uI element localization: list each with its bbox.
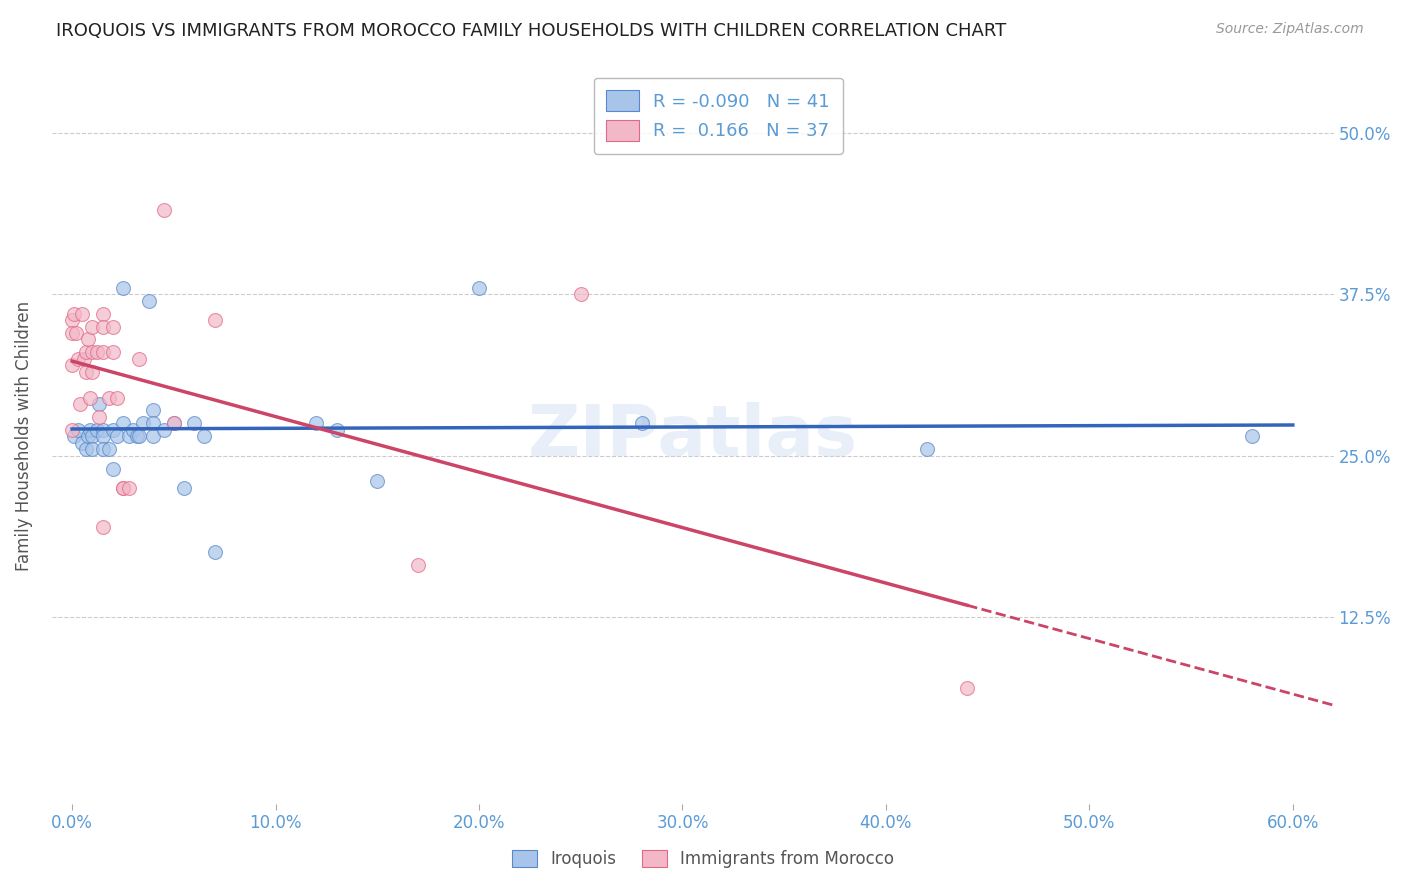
Text: IROQUOIS VS IMMIGRANTS FROM MOROCCO FAMILY HOUSEHOLDS WITH CHILDREN CORRELATION : IROQUOIS VS IMMIGRANTS FROM MOROCCO FAMI…: [56, 22, 1007, 40]
Point: [132, 417, 155, 431]
Point: [60, 423, 83, 437]
Point: [86, 345, 108, 359]
Point: [915, 442, 938, 457]
Point: [63, 307, 86, 321]
Point: [183, 417, 205, 431]
Point: [193, 429, 215, 443]
Point: [142, 417, 165, 431]
Point: [111, 417, 134, 431]
Point: [111, 481, 134, 495]
Point: [325, 423, 347, 437]
Legend: R = -0.090   N = 41, R =  0.166   N = 37: R = -0.090 N = 41, R = 0.166 N = 37: [593, 78, 842, 153]
Point: [75, 365, 97, 379]
Point: [65, 326, 87, 340]
Point: [122, 423, 145, 437]
Y-axis label: Family Households with Children: Family Households with Children: [15, 301, 32, 571]
Point: [82, 429, 104, 443]
Point: [60, 313, 83, 327]
Point: [163, 417, 186, 431]
Point: [101, 423, 124, 437]
Point: [142, 403, 165, 417]
Point: [91, 319, 114, 334]
Point: [468, 281, 491, 295]
Point: [127, 429, 149, 443]
Point: [91, 423, 114, 437]
Point: [82, 319, 104, 334]
Point: [111, 281, 134, 295]
Point: [128, 429, 150, 443]
Text: Source: ZipAtlas.com: Source: ZipAtlas.com: [1216, 22, 1364, 37]
Point: [91, 429, 114, 443]
Point: [77, 429, 100, 443]
Text: ZIPatlas: ZIPatlas: [527, 401, 858, 471]
Point: [72, 435, 94, 450]
Point: [105, 391, 128, 405]
Point: [97, 391, 120, 405]
Legend: Iroquois, Immigrants from Morocco: Iroquois, Immigrants from Morocco: [506, 843, 900, 875]
Point: [97, 442, 120, 457]
Point: [118, 481, 141, 495]
Point: [204, 313, 226, 327]
Point: [91, 442, 114, 457]
Point: [406, 558, 429, 573]
Point: [82, 442, 104, 457]
Point: [91, 519, 114, 533]
Point: [630, 417, 652, 431]
Point: [60, 359, 83, 373]
Point: [72, 307, 94, 321]
Point: [75, 442, 97, 457]
Point: [204, 545, 226, 559]
Point: [956, 681, 979, 695]
Point: [101, 461, 124, 475]
Point: [63, 429, 86, 443]
Point: [86, 423, 108, 437]
Point: [305, 417, 328, 431]
Point: [366, 475, 388, 489]
Point: [163, 417, 186, 431]
Point: [79, 423, 101, 437]
Point: [67, 351, 90, 366]
Point: [87, 409, 110, 424]
Point: [105, 429, 128, 443]
Point: [91, 307, 114, 321]
Point: [60, 326, 83, 340]
Point: [152, 423, 174, 437]
Point: [67, 423, 90, 437]
Point: [118, 429, 141, 443]
Point: [69, 397, 91, 411]
Point: [101, 345, 124, 359]
Point: [77, 333, 100, 347]
Point: [111, 481, 134, 495]
Point: [142, 429, 165, 443]
Point: [87, 397, 110, 411]
Point: [101, 319, 124, 334]
Point: [138, 293, 160, 308]
Point: [82, 345, 104, 359]
Point: [91, 345, 114, 359]
Point: [173, 481, 195, 495]
Point: [1241, 429, 1264, 443]
Point: [75, 345, 97, 359]
Point: [128, 351, 150, 366]
Point: [569, 287, 592, 301]
Point: [152, 203, 174, 218]
Point: [82, 365, 104, 379]
Point: [79, 391, 101, 405]
Point: [73, 351, 96, 366]
